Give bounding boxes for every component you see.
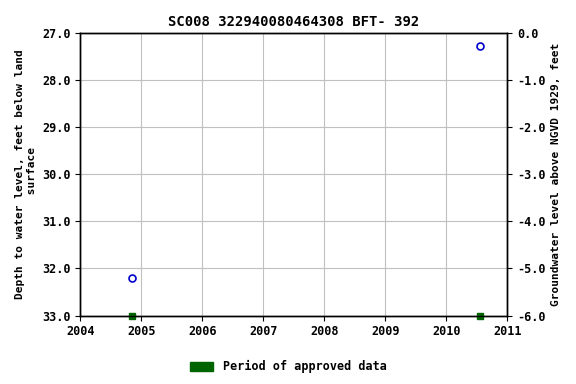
Title: SC008 322940080464308 BFT- 392: SC008 322940080464308 BFT- 392 [168,15,419,29]
Y-axis label: Depth to water level, feet below land
 surface: Depth to water level, feet below land su… [15,50,37,299]
Legend: Period of approved data: Period of approved data [185,356,391,378]
Y-axis label: Groundwater level above NGVD 1929, feet: Groundwater level above NGVD 1929, feet [551,43,561,306]
